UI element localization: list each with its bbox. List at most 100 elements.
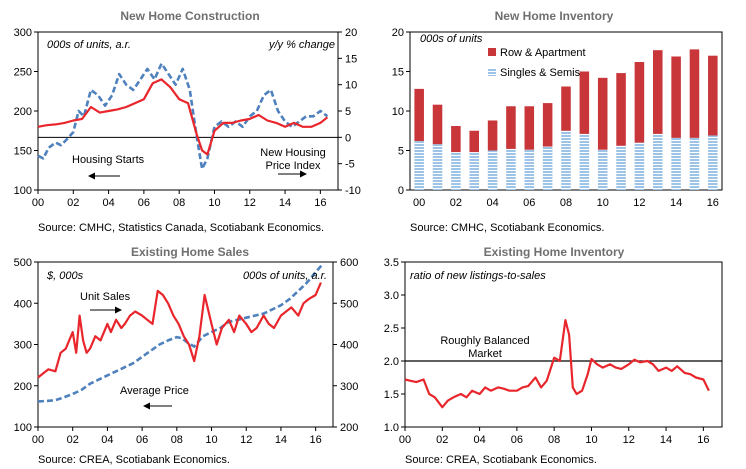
x-tick-label: 12 [623, 434, 635, 446]
x-tick-label: 00 [32, 197, 44, 209]
y-tick-label: 15 [392, 67, 404, 79]
y2-tick-label: 10 [345, 80, 357, 92]
right-unit-label: y/y % change [268, 39, 335, 51]
annotation-market: Market [468, 348, 502, 360]
y-tick-label: 250 [14, 67, 32, 79]
arrow-right [90, 306, 122, 314]
bar-singles-semis [671, 137, 681, 190]
x-tick-label: 02 [67, 434, 79, 446]
x-tick-label: 14 [670, 197, 682, 209]
x-tick-label: 02 [67, 197, 79, 209]
left-unit-label: 000s of units [420, 33, 483, 45]
bar-singles-semis [451, 152, 461, 190]
bar-row-apartment [671, 56, 681, 138]
bar-row-apartment [689, 49, 700, 138]
x-tick-label: 04 [102, 197, 114, 209]
bar-singles-semis [634, 142, 645, 190]
bar-singles-semis [469, 152, 480, 190]
y2-tick-label: 400 [340, 340, 358, 352]
y2-tick-label: 0 [345, 132, 351, 144]
series-line-price-index [37, 62, 329, 171]
left-unit-label: ratio of new listings-to-sales [410, 270, 546, 282]
y-tick-label: 1.0 [384, 422, 399, 434]
y2-tick-label: -10 [345, 185, 361, 197]
x-tick-label: 12 [633, 197, 645, 209]
y-tick-label: 200 [14, 381, 32, 393]
bar-singles-semis [597, 149, 608, 190]
bar-singles-semis [432, 144, 443, 190]
right-unit-label: 000s of units, a.r. [243, 270, 327, 282]
annotation-roughly-balanced: Roughly Balanced [440, 335, 529, 347]
y-tick-label: 200 [14, 106, 32, 118]
y-tick-label: 1.5 [384, 389, 399, 401]
bar-row-apartment [451, 126, 461, 153]
y2-tick-label: 15 [345, 53, 357, 65]
legend-swatch-singles-semis [488, 68, 496, 76]
x-tick-label: 04 [101, 434, 113, 446]
y-tick-label: 5 [398, 146, 404, 158]
bar-singles-semis [616, 145, 626, 190]
y2-tick-label: 300 [340, 381, 358, 393]
panel-new-home-construction: New Home Construction 100150200250300-10… [14, 9, 361, 234]
bar-singles-semis [708, 135, 718, 190]
x-tick-label: 08 [548, 434, 560, 446]
x-tick-label: 06 [136, 434, 148, 446]
bar-row-apartment [542, 103, 553, 147]
y-tick-label: 10 [392, 106, 404, 118]
x-tick-label: 12 [240, 434, 252, 446]
arrow-left [88, 172, 120, 180]
x-tick-label: 16 [314, 197, 326, 209]
bar-singles-semis [689, 137, 700, 190]
x-tick-label: 00 [32, 434, 44, 446]
x-tick-label: 08 [171, 434, 183, 446]
y-tick-label: 400 [14, 298, 32, 310]
left-unit-label: 000s of units, a.r. [47, 39, 131, 51]
y-tick-label: 300 [14, 340, 32, 352]
chart-title: Existing Home Sales [131, 245, 249, 259]
x-tick-label: 10 [585, 434, 597, 446]
arrow-right [278, 170, 307, 178]
y2-tick-label: -5 [345, 159, 355, 171]
series-line-housing-starts [37, 78, 329, 156]
y-tick-label: 100 [14, 185, 32, 197]
chart-title: Existing Home Inventory [484, 245, 625, 259]
series-line-unit-sales [37, 282, 322, 379]
x-tick-label: 04 [486, 197, 498, 209]
y2-tick-label: 200 [340, 422, 358, 434]
chart-source: Source: CMHC, Scotiabank Economics. [410, 222, 604, 234]
plot-frame [404, 261, 723, 428]
y-tick-label: 2.5 [384, 323, 399, 335]
legend-swatch-row-apartment [488, 48, 496, 56]
series-line-listings-to-sales [404, 319, 710, 409]
chart-title: New Home Construction [120, 9, 259, 23]
chart-title: New Home Inventory [495, 9, 614, 23]
annotation-price-index: Price Index [265, 160, 321, 172]
series-line-average-price [37, 263, 324, 403]
y-tick-label: 500 [14, 257, 32, 269]
x-tick-label: 16 [310, 434, 322, 446]
bar-row-apartment [524, 106, 535, 150]
y2-tick-label: 20 [345, 27, 357, 39]
bar-row-apartment [432, 104, 443, 145]
x-tick-label: 02 [450, 197, 462, 209]
legend-label-row-apartment: Row & Apartment [500, 47, 586, 59]
y-tick-label: 20 [392, 27, 404, 39]
arrow-left [143, 402, 172, 410]
bar-row-apartment [469, 130, 480, 153]
x-tick-label: 08 [560, 197, 572, 209]
bar-row-apartment [708, 55, 718, 136]
annotation-unit-sales: Unit Sales [80, 291, 131, 303]
bar-singles-semis [542, 146, 553, 190]
bar-singles-semis [652, 133, 663, 190]
x-tick-label: 16 [707, 197, 719, 209]
bar-row-apartment [597, 77, 608, 150]
x-tick-label: 10 [597, 197, 609, 209]
x-tick-label: 14 [660, 434, 672, 446]
bar-singles-semis [524, 149, 535, 190]
annotation-average-price: Average Price [120, 385, 189, 397]
chart-source: Source: CMHC, Statistics Canada, Scotiab… [38, 222, 324, 234]
bar-row-apartment [561, 86, 571, 131]
x-tick-label: 04 [473, 434, 485, 446]
panel-existing-home-inventory: Existing Home Inventory 1.0 1.5 2.0 2.5 3.0 3… [384, 245, 723, 466]
plot-frame [37, 261, 334, 428]
